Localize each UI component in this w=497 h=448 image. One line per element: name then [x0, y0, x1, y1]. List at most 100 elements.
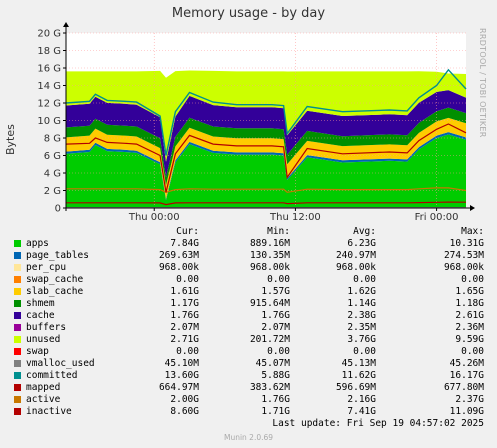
legend-row-apps: apps 7.84G 889.16M 6.23G 10.31G: [0, 238, 497, 250]
area-slab-cache: [66, 117, 466, 199]
legend-value-min: 889.16M: [249, 238, 290, 249]
y-tick-label: 12 G: [37, 99, 61, 110]
legend-value-avg: 596.69M: [335, 382, 376, 393]
legend-header-avg: Avg:: [353, 226, 376, 237]
legend-swatch: [14, 372, 21, 379]
legend-row-active: active 2.00G 1.76G 2.16G 2.37G: [0, 394, 497, 406]
x-tick-label: Thu 12:00: [269, 212, 321, 223]
legend-row-shmem: shmem 1.17G 915.64M 1.14G 1.18G: [0, 298, 497, 310]
legend-value-avg: 0.00: [353, 274, 376, 285]
legend-value-cur: 664.97M: [158, 382, 199, 393]
legend-value-min: 45.07M: [255, 358, 290, 369]
legend-series-name: slab_cache: [26, 286, 84, 297]
legend-value-min: 201.72M: [249, 334, 290, 345]
legend-value-max: 1.65G: [455, 286, 484, 297]
legend-swatch: [14, 288, 21, 295]
line-committed: [65, 68, 467, 156]
legend-value-min: 130.35M: [249, 250, 290, 261]
legend-value-avg: 6.23G: [347, 238, 376, 249]
legend-value-max: 0.00: [461, 274, 484, 285]
legend-swatch: [14, 336, 21, 343]
legend-value-avg: 240.97M: [335, 250, 376, 261]
y-axis-arrow: [63, 22, 69, 27]
legend-value-max: 274.53M: [443, 250, 484, 261]
legend-value-cur: 7.84G: [170, 238, 199, 249]
y-tick-label: 16 G: [37, 64, 61, 75]
legend-series-name: shmem: [26, 298, 55, 309]
legend-value-min: 2.07M: [261, 322, 290, 333]
munin-version: Munin 2.0.69: [223, 433, 274, 442]
legend-value-avg: 1.62G: [347, 286, 376, 297]
legend-row-committed: committed 13.60G 5.88G 11.62G 16.17G: [0, 370, 497, 382]
legend-series-name: unused: [26, 334, 61, 345]
legend-value-avg: 3.76G: [347, 334, 376, 345]
legend-row-unused: unused 2.71G 201.72M 3.76G 9.59G: [0, 334, 497, 346]
legend-value-avg: 45.13M: [341, 358, 376, 369]
legend-row-mapped: mapped 664.97M 383.62M 596.69M 677.80M: [0, 382, 497, 394]
line-mapped: [66, 201, 467, 206]
legend-series-name: per_cpu: [26, 262, 67, 273]
area-cache: [66, 90, 466, 178]
memory-plot: 0 2 G 4 G 6 G 8 G 10 G 12 G 14 G 16 G 18 G 20 G Thu…: [37, 22, 475, 223]
legend-value-min: 1.76G: [261, 310, 290, 321]
legend-swatch: [14, 264, 21, 271]
legend-value-min: 1.57G: [261, 286, 290, 297]
legend-row-slab-cache: slab_cache 1.61G 1.57G 1.62G 1.65G: [0, 286, 497, 298]
y-tick-label: 4 G: [44, 169, 61, 180]
legend-header-max: Max:: [461, 226, 484, 237]
x-tick-label: Thu 00:00: [128, 212, 180, 223]
legend-value-max: 16.17G: [449, 370, 484, 381]
legend-value-min: 915.64M: [249, 298, 290, 309]
legend-series-name: vmalloc_used: [26, 358, 95, 369]
legend-swatch: [14, 312, 21, 319]
legend-value-max: 1.18G: [455, 298, 484, 309]
y-tick-label: 6 G: [44, 151, 61, 162]
y-tick-label: 20 G: [37, 29, 61, 40]
legend-series-name: active: [26, 394, 61, 405]
legend-value-max: 968.00k: [443, 262, 484, 273]
legend-swatch: [14, 396, 21, 403]
legend-value-max: 677.80M: [443, 382, 484, 393]
legend-row-cache: cache 1.76G 1.76G 2.38G 2.61G: [0, 310, 497, 322]
legend-value-max: 9.59G: [455, 334, 484, 345]
y-tick-label: 8 G: [44, 134, 61, 145]
legend-row-page-tables: page_tables 269.63M 130.35M 240.97M 274.53M: [0, 250, 497, 262]
legend-value-cur: 13.60G: [164, 370, 199, 381]
legend-header-min: Min:: [267, 226, 290, 237]
legend-swatch: [14, 276, 21, 283]
legend-value-max: 0.00: [461, 346, 484, 357]
legend-value-avg: 7.41G: [347, 406, 376, 417]
legend-swatch: [14, 348, 21, 355]
legend-series-name: page_tables: [26, 250, 89, 261]
legend-swatch: [14, 360, 21, 367]
legend-header-row: Cur: Min: Avg: Max:: [0, 226, 497, 238]
y-tick-label: 0: [55, 204, 61, 215]
legend-value-cur: 8.60G: [170, 406, 199, 417]
last-update: Last update: Fri Sep 19 04:57:02 2025: [272, 418, 484, 429]
y-tick-label: 18 G: [37, 46, 61, 57]
legend-series-name: swap_cache: [26, 274, 84, 285]
legend-value-avg: 968.00k: [335, 262, 376, 273]
legend-series-name: swap: [26, 346, 49, 357]
x-tick-label: Fri 00:00: [415, 212, 459, 223]
area-unused: [66, 70, 466, 162]
legend-row-swap-cache: swap_cache 0.00 0.00 0.00 0.00: [0, 274, 497, 286]
legend-value-min: 5.88G: [261, 370, 290, 381]
x-axis-arrow: [470, 205, 475, 211]
legend-value-cur: 2.71G: [170, 334, 199, 345]
legend-value-cur: 45.10M: [164, 358, 199, 369]
legend-series-name: inactive: [26, 406, 72, 417]
legend-value-cur: 2.00G: [170, 394, 199, 405]
legend-row-per-cpu: per_cpu 968.00k 968.00k 968.00k 968.00k: [0, 262, 497, 274]
legend-swatch: [14, 384, 21, 391]
legend-series-name: buffers: [26, 322, 67, 333]
legend-value-max: 2.61G: [455, 310, 484, 321]
legend-series-name: mapped: [26, 382, 61, 393]
legend-value-avg: 11.62G: [341, 370, 376, 381]
legend-value-max: 2.36M: [455, 322, 484, 333]
legend-value-min: 1.76G: [261, 394, 290, 405]
legend-value-max: 10.31G: [449, 238, 484, 249]
y-tick-label: 14 G: [37, 81, 61, 92]
legend-row-buffers: buffers 2.07M 2.07M 2.35M 2.36M: [0, 322, 497, 334]
